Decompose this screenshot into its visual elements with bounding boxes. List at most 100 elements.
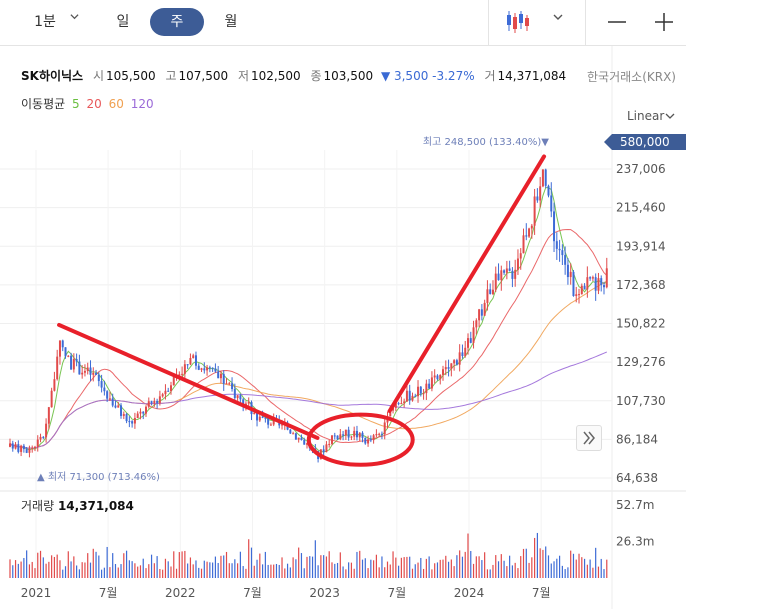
candle-body	[297, 437, 300, 440]
candle-body	[247, 402, 250, 404]
volume-bar	[398, 565, 400, 578]
volume-bar	[159, 568, 161, 578]
chevron-down-icon[interactable]	[70, 12, 79, 21]
volume-bar	[570, 550, 572, 578]
candle-body	[219, 373, 222, 379]
candle-body	[392, 407, 395, 411]
volume-bar	[317, 565, 319, 578]
stock-name: SK하이닉스	[21, 69, 84, 83]
candle-body	[369, 439, 372, 441]
candle-body	[367, 439, 370, 444]
candle-body	[89, 367, 92, 375]
candle-body	[472, 327, 475, 343]
candle-body	[394, 403, 397, 408]
volume-bar	[506, 566, 508, 578]
right-margin	[686, 0, 781, 609]
candle-body	[181, 373, 184, 375]
candle-body	[583, 285, 586, 290]
low-label: 저	[237, 69, 249, 83]
expand-button[interactable]	[576, 425, 602, 451]
candle-body	[550, 195, 553, 212]
volume-bar	[234, 559, 236, 578]
ma-5[interactable]: 5	[72, 97, 80, 111]
candle-body	[256, 412, 259, 421]
candle-body	[153, 400, 156, 404]
candle-body	[544, 169, 547, 186]
volume-bar	[453, 566, 455, 578]
x-tick-label: 7월	[243, 586, 262, 600]
candle-body	[139, 411, 142, 414]
ma-line-60	[9, 280, 608, 449]
close-label: 종	[310, 69, 322, 83]
candle-body	[217, 371, 220, 379]
volume-bar	[170, 566, 172, 578]
volume-bar	[339, 552, 341, 578]
current-price-tag	[604, 134, 686, 150]
candle-body	[306, 443, 309, 445]
x-tick-label: 2021	[21, 586, 52, 600]
interval-dropdown[interactable]: 1분	[34, 14, 56, 30]
candle-body	[81, 372, 84, 375]
volume-bar	[373, 560, 375, 578]
ma-60[interactable]: 60	[108, 97, 124, 111]
tab-day[interactable]: 일	[116, 14, 130, 30]
volume-bar	[447, 561, 450, 578]
volume-bar	[550, 563, 552, 578]
exchange-name: 한국거래소(KRX)	[587, 70, 676, 84]
candle-body	[281, 424, 284, 426]
x-tick-label: 7월	[387, 586, 406, 600]
candle-body	[120, 405, 123, 416]
tab-month[interactable]: 월	[224, 14, 238, 30]
ma-120[interactable]: 120	[130, 97, 154, 111]
volume-value: 14,371,084	[497, 69, 567, 83]
volume-bar	[411, 568, 414, 578]
volume-bar	[486, 569, 489, 578]
volume-bar	[489, 569, 491, 578]
volume-bar	[461, 556, 464, 578]
plus-icon[interactable]	[650, 8, 678, 36]
candle-body	[533, 196, 536, 226]
candle-body	[453, 360, 456, 364]
volume-bar	[597, 566, 600, 578]
x-axis: 2021 7월 2022 7월 2023 7월 2024 7월	[21, 586, 551, 600]
volume-bar	[167, 561, 169, 578]
volume-bar	[364, 558, 366, 578]
volume-bar	[48, 561, 50, 578]
volume-bar	[534, 537, 536, 578]
y-tick-label: 129,276	[616, 355, 666, 369]
volume-bar	[481, 560, 483, 578]
ma-20[interactable]: 20	[86, 97, 102, 111]
volume-bar	[434, 563, 436, 578]
volume-bar	[511, 565, 514, 578]
chart-grid	[0, 46, 686, 609]
volume-bar	[125, 550, 128, 578]
candle-body	[61, 340, 64, 348]
volume-bar	[59, 560, 61, 578]
candlestick-chart-icon[interactable]	[505, 9, 533, 35]
volume-bar	[237, 563, 239, 578]
minus-icon[interactable]	[603, 8, 631, 36]
chevron-down-icon[interactable]	[553, 13, 563, 21]
volume-bar	[17, 563, 19, 578]
tab-week[interactable]: 주	[150, 8, 204, 36]
volume-bar	[134, 563, 136, 578]
volume-bar	[284, 568, 286, 578]
volume-bar	[472, 563, 475, 578]
volume-bar	[500, 554, 502, 578]
scale-mode-dropdown[interactable]: Linear	[627, 109, 665, 123]
volume-bar	[600, 558, 602, 578]
candle-body	[586, 277, 589, 290]
volume-tick-label: 26.3m	[616, 535, 654, 549]
x-tick-label: 2022	[165, 586, 196, 600]
annotation-line	[57, 322, 320, 440]
volume-bar	[248, 539, 250, 578]
volume-bar	[214, 556, 217, 578]
volume-bar	[456, 555, 458, 578]
volume-bar	[275, 563, 278, 578]
y-tick-label: 193,914	[616, 239, 666, 253]
candle-body	[42, 436, 45, 438]
volume-bar	[131, 561, 133, 578]
chevron-down-icon[interactable]	[665, 112, 675, 120]
moving-average-lines	[9, 186, 608, 453]
